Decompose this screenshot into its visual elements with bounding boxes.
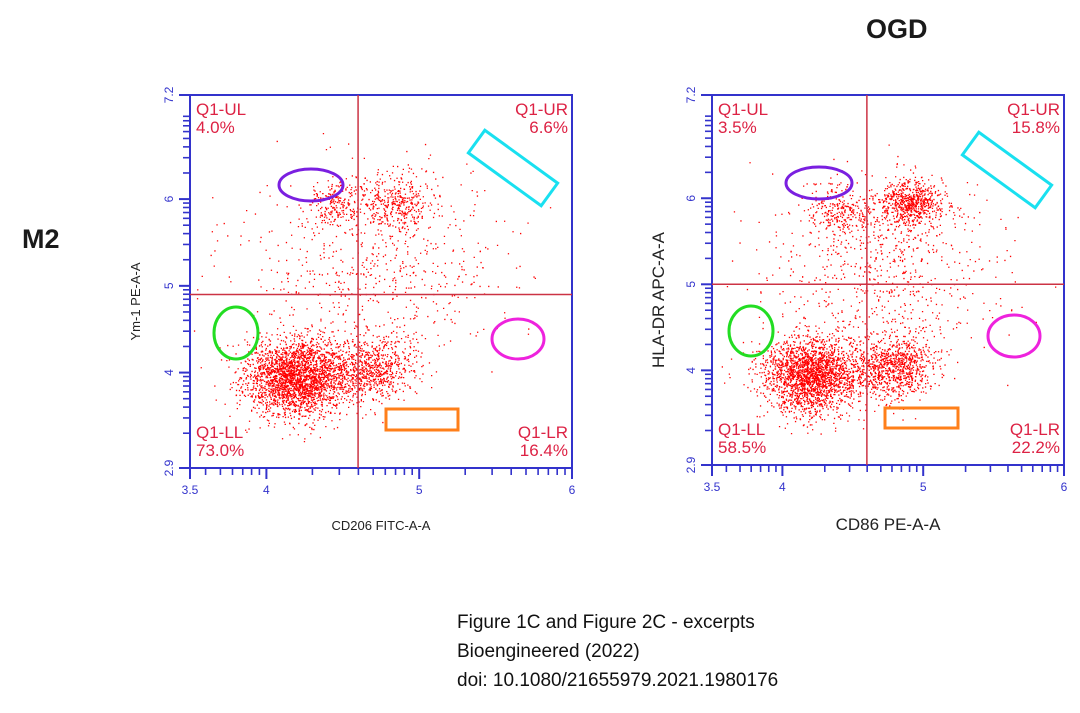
annotation-magenta-ellipse bbox=[490, 317, 546, 361]
annotation-cyan-rect bbox=[960, 130, 1054, 210]
y-tick-label: 2.9 bbox=[162, 459, 176, 476]
annotation-purple-ellipse bbox=[277, 167, 345, 203]
quadrant-percent: 16.4% bbox=[520, 441, 568, 460]
quadrant-name: Q1-UR bbox=[1007, 100, 1060, 119]
quadrant-percent: 22.2% bbox=[1012, 438, 1060, 457]
y-tick-label: 2.9 bbox=[684, 456, 698, 473]
quadrant-name: Q1-LR bbox=[1010, 420, 1060, 439]
quadrant-name: Q1-LR bbox=[518, 423, 568, 442]
scatter-points bbox=[721, 144, 1057, 435]
quadrant-percent: 15.8% bbox=[1012, 118, 1060, 137]
quadrant-name: Q1-LL bbox=[196, 423, 243, 442]
x-axis-label: CD86 PE-A-A bbox=[836, 515, 942, 534]
annotation-purple-ellipse bbox=[784, 165, 854, 201]
annotation-orange-rect bbox=[883, 406, 960, 430]
axis-ticks bbox=[701, 94, 1065, 476]
x-axis-label: CD206 FITC-A-A bbox=[332, 518, 431, 533]
quadrant-name: Q1-LL bbox=[718, 420, 765, 439]
quadrant-percent: 6.6% bbox=[529, 118, 568, 137]
y-axis-label: HLA-DR APC-A-A bbox=[649, 231, 668, 368]
citation-line-1: Figure 1C and Figure 2C - excerpts bbox=[457, 612, 755, 633]
plot-frame bbox=[189, 94, 573, 469]
annotation-cyan-rect bbox=[466, 128, 560, 208]
x-tick-label: 5 bbox=[920, 480, 927, 494]
quadrant-percent: 73.0% bbox=[196, 441, 244, 460]
x-tick-label: 5 bbox=[416, 483, 423, 497]
y-tick-label: 4 bbox=[162, 369, 176, 376]
x-tick-label: 3.5 bbox=[182, 483, 199, 497]
y-tick-label: 5 bbox=[162, 282, 176, 289]
plot-frame bbox=[711, 94, 1065, 466]
y-tick-label: 4 bbox=[684, 367, 698, 374]
y-tick-label: 7.2 bbox=[684, 86, 698, 103]
row-label: M2 bbox=[22, 224, 60, 254]
x-tick-label: 4 bbox=[263, 483, 270, 497]
citation: Figure 1C and Figure 2C - excerpts Bioen… bbox=[457, 608, 778, 695]
x-tick-label: 6 bbox=[569, 483, 576, 497]
citation-line-2: Bioengineered (2022) bbox=[457, 641, 640, 662]
axis-ticks bbox=[179, 94, 573, 479]
quadrant-name: Q1-UL bbox=[718, 100, 768, 119]
scatter-plot-cd206-ym1: 7.2 6 5 4 2.9 3.5 4 5 6 Q1-UL4.0% Q1-UR6.6% Q1-LL73… bbox=[128, 86, 576, 533]
quadrant-percent: 4.0% bbox=[196, 118, 235, 137]
annotation-green-ellipse bbox=[212, 305, 260, 361]
y-tick-label: 5 bbox=[684, 281, 698, 288]
y-tick-label: 7.2 bbox=[162, 86, 176, 103]
quadrant-percent: 3.5% bbox=[718, 118, 757, 137]
scatter-dots bbox=[721, 144, 1057, 435]
x-tick-label: 4 bbox=[779, 480, 786, 494]
quadrant-percent: 58.5% bbox=[718, 438, 766, 457]
x-tick-label: 6 bbox=[1061, 480, 1068, 494]
citation-line-3: doi: 10.1080/21655979.2021.1980176 bbox=[457, 670, 779, 691]
condition-label: OGD bbox=[866, 14, 928, 44]
annotation-green-ellipse bbox=[727, 304, 775, 358]
annotation-magenta-ellipse bbox=[986, 313, 1042, 359]
y-axis-label: Ym-1 PE-A-A bbox=[128, 262, 143, 340]
y-tick-label: 6 bbox=[684, 195, 698, 202]
quadrant-name: Q1-UR bbox=[515, 100, 568, 119]
annotation-orange-rect bbox=[384, 407, 460, 432]
x-tick-label: 3.5 bbox=[704, 480, 721, 494]
y-tick-label: 6 bbox=[162, 195, 176, 202]
quadrant-name: Q1-UL bbox=[196, 100, 246, 119]
